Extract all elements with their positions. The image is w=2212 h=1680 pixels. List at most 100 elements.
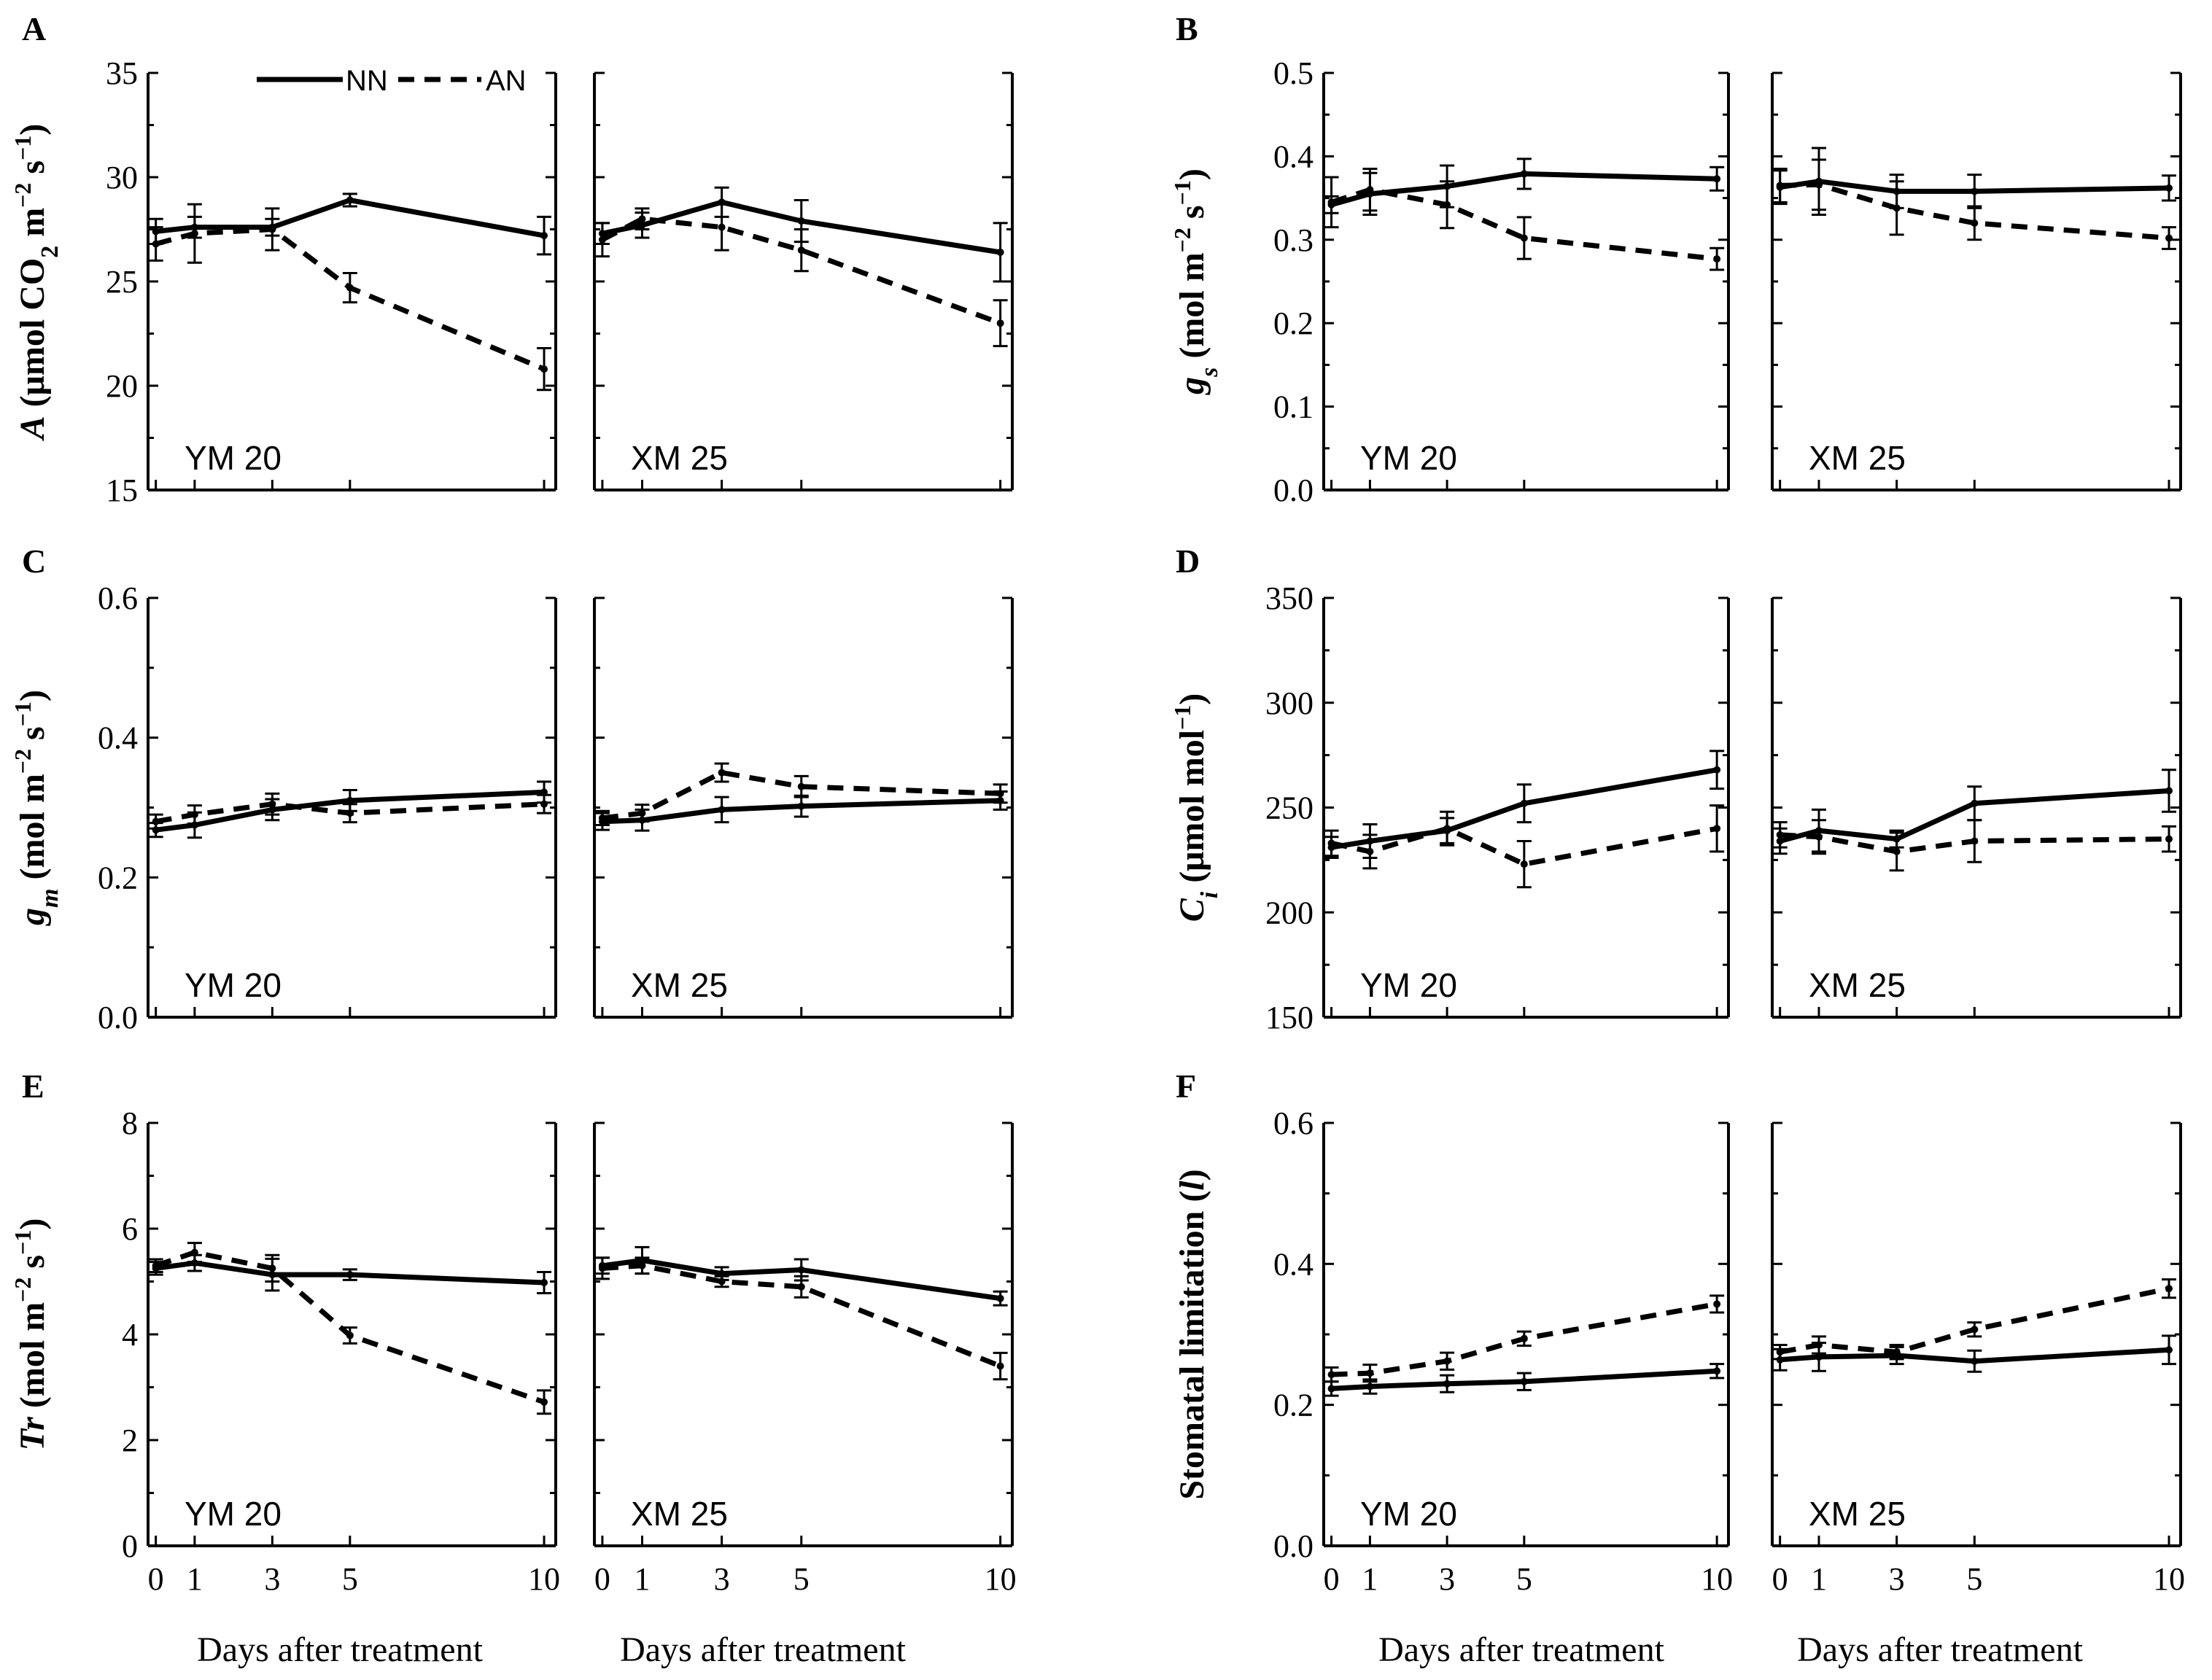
- data-point-an: [190, 230, 198, 238]
- data-point-an: [1971, 837, 1979, 845]
- data-point-an: [2165, 835, 2173, 843]
- data-point-an: [1815, 1341, 1823, 1349]
- panel-letter: F: [1176, 1068, 1196, 1105]
- x-tick-label: 3: [264, 1561, 280, 1597]
- data-point-an: [1713, 825, 1721, 833]
- data-point-an: [1520, 234, 1528, 242]
- y-axis-title: Tr (mol m−2 s−1): [9, 1218, 52, 1451]
- data-point-nn: [996, 1294, 1004, 1302]
- subplot-xm-25: XM 25: [593, 71, 1014, 491]
- y-tick-label: 0.4: [98, 720, 138, 756]
- data-point-an: [1520, 860, 1528, 868]
- data-point-nn: [1971, 187, 1979, 195]
- cultivar-label: YM 20: [185, 439, 282, 477]
- y-tick-label: 35: [106, 55, 138, 91]
- x-axis-title-c: Days after treatment: [1378, 1630, 1664, 1669]
- y-tick-label: 0.2: [98, 860, 138, 895]
- subplot-ym-20: 150 200 250 300 350 YM 20: [1265, 580, 1730, 1035]
- data-point-an: [1366, 1369, 1374, 1377]
- data-point-an: [1893, 1348, 1901, 1356]
- data-point-an: [1776, 1348, 1784, 1356]
- x-tick-label: 5: [342, 1561, 358, 1597]
- data-point-an: [2165, 234, 2173, 242]
- data-point-nn: [2165, 787, 2173, 795]
- data-point-an: [2165, 1285, 2173, 1293]
- data-point-an: [1893, 847, 1901, 855]
- x-tick-label: 3: [1439, 1561, 1455, 1597]
- data-point-an: [540, 800, 548, 808]
- y-tick-label: 6: [122, 1211, 138, 1247]
- data-point-nn: [540, 232, 548, 240]
- y-axis-title: Ci (μmol mol−1): [1169, 693, 1223, 922]
- data-point-an: [1443, 201, 1451, 209]
- data-point-an: [598, 236, 606, 244]
- data-point-an: [540, 1398, 548, 1406]
- panel-a: A A (μmol CO2 m−2 s−1) 15 20 25 30 35 YM 20 XM 2…: [9, 10, 1014, 508]
- data-point-an: [996, 319, 1004, 327]
- subplot-xm-25: XM 25: [593, 596, 1014, 1019]
- data-point-an: [540, 365, 548, 373]
- data-point-an: [1443, 825, 1451, 833]
- subplot-ym-20: 0.0 0.2 0.4 0.6 0 1 3 5 10 YM 20: [1273, 1105, 1733, 1597]
- data-point-an: [1327, 839, 1335, 847]
- data-point-nn: [1971, 1357, 1979, 1365]
- y-tick-label: 2: [122, 1423, 138, 1458]
- data-point-an: [346, 1331, 354, 1339]
- panel-letter: D: [1176, 542, 1200, 580]
- x-tick-label: 5: [1966, 1561, 1982, 1597]
- data-point-nn: [718, 806, 726, 814]
- data-point-an: [1713, 1300, 1721, 1308]
- data-point-an: [268, 1264, 276, 1272]
- data-point-an: [1893, 204, 1901, 212]
- panel-letter: B: [1176, 10, 1198, 47]
- data-point-nn: [1520, 799, 1528, 807]
- legend-an-label: AN: [486, 65, 527, 97]
- y-tick-label: 0.6: [1273, 1105, 1313, 1141]
- cultivar-label: XM 25: [1809, 1495, 1906, 1533]
- data-point-nn: [1327, 1385, 1335, 1393]
- data-point-an: [638, 809, 646, 817]
- y-tick-label: 350: [1265, 580, 1313, 616]
- subplot-ym-20: 0.0 0.1 0.2 0.3 0.4 0.5 YM 20: [1273, 55, 1730, 508]
- data-point-an: [152, 1261, 160, 1269]
- data-point-nn: [797, 1266, 805, 1274]
- data-point-an: [797, 246, 805, 254]
- data-point-nn: [346, 1271, 354, 1279]
- data-point-an: [598, 1264, 606, 1272]
- x-tick-label: 1: [187, 1561, 203, 1597]
- data-point-nn: [797, 802, 805, 810]
- subplot-xm-25: 0 1 3 5 10 XM 25: [593, 1121, 1017, 1597]
- data-point-nn: [1443, 1380, 1451, 1388]
- data-point-an: [1366, 847, 1374, 855]
- data-point-an: [1366, 186, 1374, 194]
- y-tick-label: 30: [106, 160, 138, 195]
- data-point-an: [996, 790, 1004, 798]
- subplot-xm-25: XM 25: [1771, 596, 2182, 1019]
- data-point-an: [1971, 1326, 1979, 1334]
- legend: NN AN: [257, 65, 527, 97]
- data-point-an: [1776, 182, 1784, 190]
- data-point-an: [268, 800, 276, 808]
- x-tick-label: 0: [594, 1561, 610, 1597]
- data-point-nn: [1520, 1377, 1528, 1385]
- data-point-nn: [1971, 799, 1979, 807]
- data-point-an: [1776, 831, 1784, 839]
- panel-b: Bgs (mol m−2 s−1) 0.0 0.1 0.2 0.3 0.4 0.5 YM 20…: [1169, 10, 2182, 508]
- series-line-an: [602, 770, 1001, 821]
- y-tick-label: 150: [1265, 1000, 1313, 1035]
- y-axis-title: gm (mol m−2 s−1): [9, 690, 63, 926]
- data-point-an: [1443, 1357, 1451, 1365]
- data-point-an: [718, 769, 726, 777]
- cultivar-label: XM 25: [631, 966, 728, 1004]
- x-tick-label: 1: [634, 1561, 650, 1597]
- data-point-an: [346, 284, 354, 292]
- subplot-ym-20: 0.0 0.2 0.4 0.6 YM 20: [98, 580, 557, 1035]
- y-tick-label: 0.2: [1273, 306, 1313, 341]
- y-tick-label: 0.1: [1273, 389, 1313, 425]
- subplot-xm-25: 0 1 3 5 10 XM 25: [1771, 1121, 2185, 1597]
- y-tick-label: 0.4: [1273, 1246, 1313, 1282]
- panel-d: D Ci (μmol mol−1) 150 200 250 300 350 YM 20 XM 2…: [1169, 542, 2182, 1035]
- data-point-an: [152, 817, 160, 825]
